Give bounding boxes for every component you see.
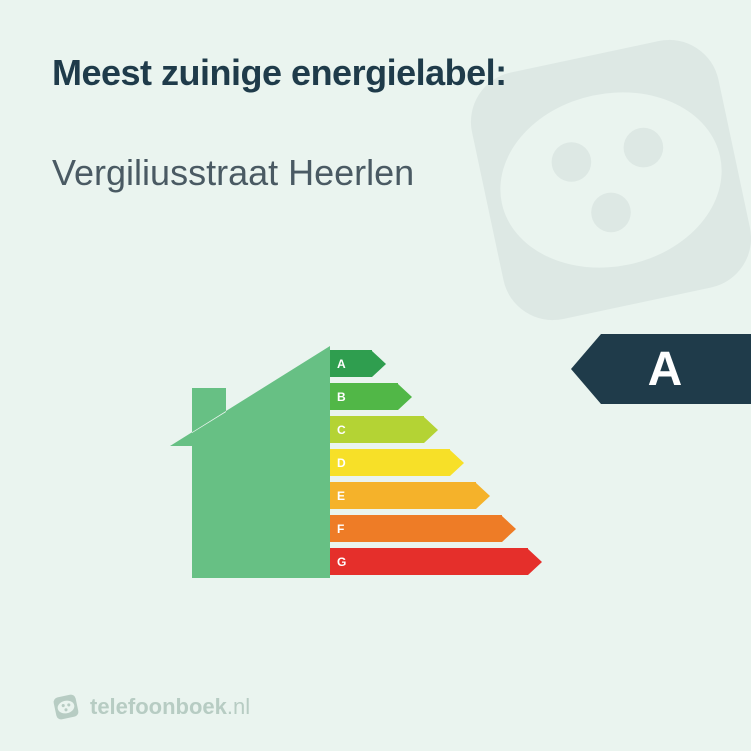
card-title: Meest zuinige energielabel: <box>52 52 699 94</box>
footer: telefoonboek.nl <box>52 693 250 721</box>
brand-logo-icon <box>52 693 80 721</box>
energy-bar: D <box>330 449 542 476</box>
bar-arrow-icon <box>398 384 412 410</box>
energy-bar: F <box>330 515 542 542</box>
energy-bar: B <box>330 383 542 410</box>
energy-bar-label: C <box>330 416 424 443</box>
energy-bar-label: G <box>330 548 528 575</box>
card-subtitle: Vergiliusstraat Heerlen <box>52 152 699 194</box>
selected-energy-label: A <box>571 334 751 404</box>
energy-bar: E <box>330 482 542 509</box>
bar-arrow-icon <box>476 483 490 509</box>
brand-name-bold: telefoonboek <box>90 694 227 720</box>
label-arrow-icon <box>571 334 601 404</box>
bar-arrow-icon <box>450 450 464 476</box>
selected-energy-letter: A <box>601 334 751 404</box>
bar-arrow-icon <box>502 516 516 542</box>
house-icon <box>170 346 330 578</box>
energy-bar: C <box>330 416 542 443</box>
energy-bar-label: F <box>330 515 502 542</box>
energy-bar: G <box>330 548 542 575</box>
energy-bar: A <box>330 350 542 377</box>
bar-arrow-icon <box>372 351 386 377</box>
energy-label-card: Meest zuinige energielabel: Vergiliusstr… <box>0 0 751 751</box>
energy-bar-label: D <box>330 449 450 476</box>
energy-bar-label: B <box>330 383 398 410</box>
bar-arrow-icon <box>424 417 438 443</box>
energy-bars: ABCDEFG <box>330 350 542 581</box>
bar-arrow-icon <box>528 549 542 575</box>
energy-bar-label: A <box>330 350 372 377</box>
brand-name-light: .nl <box>227 694 250 720</box>
brand-text: telefoonboek.nl <box>90 694 250 720</box>
energy-bar-label: E <box>330 482 476 509</box>
